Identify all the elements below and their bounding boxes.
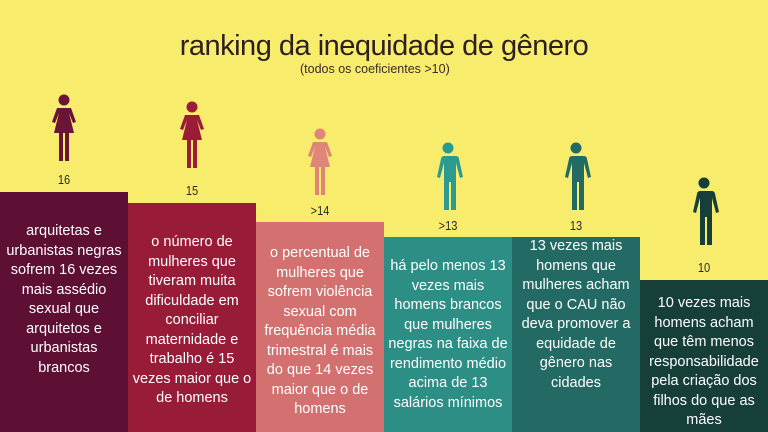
ranking-description: o percentual de mulheres que sofrem viol… (264, 245, 376, 417)
ranking-value: 10 (697, 260, 711, 275)
page-title: ranking da inequidade de gênero (179, 30, 589, 62)
ranking-value: 15 (185, 183, 199, 198)
woman-icon (172, 101, 212, 171)
ranking-value: 13 (569, 218, 583, 233)
page-subtitle: (todos os coeficientes >10) (300, 62, 450, 76)
ranking-value: >14 (310, 203, 330, 218)
ranking-description: 13 vezes mais homens que mulheres acham … (521, 238, 631, 391)
ranking-description: 10 vezes mais homens acham que têm menos… (649, 295, 759, 428)
man-icon (556, 142, 596, 212)
man-icon (684, 177, 724, 247)
ranking-column: o número de mulheres que tiveram muita d… (128, 203, 256, 432)
ranking-column: 10 vezes mais homens acham que têm menos… (640, 280, 768, 432)
ranking-description: há pelo menos 13 vezes mais homens branc… (388, 258, 508, 411)
ranking-column: há pelo menos 13 vezes mais homens branc… (384, 237, 512, 432)
man-icon (428, 142, 468, 212)
ranking-description: o número de mulheres que tiveram muita d… (132, 234, 252, 406)
ranking-value: 16 (57, 172, 71, 187)
ranking-description: arquitetas e urbanistas negras sofrem 16… (6, 223, 122, 376)
ranking-column: o percentual de mulheres que sofrem viol… (256, 222, 384, 432)
ranking-value: >13 (438, 218, 458, 233)
ranking-column: arquitetas e urbanistas negras sofrem 16… (0, 192, 128, 432)
ranking-column: 13 vezes mais homens que mulheres acham … (512, 237, 640, 432)
woman-icon (300, 128, 340, 198)
woman-icon (44, 94, 84, 164)
